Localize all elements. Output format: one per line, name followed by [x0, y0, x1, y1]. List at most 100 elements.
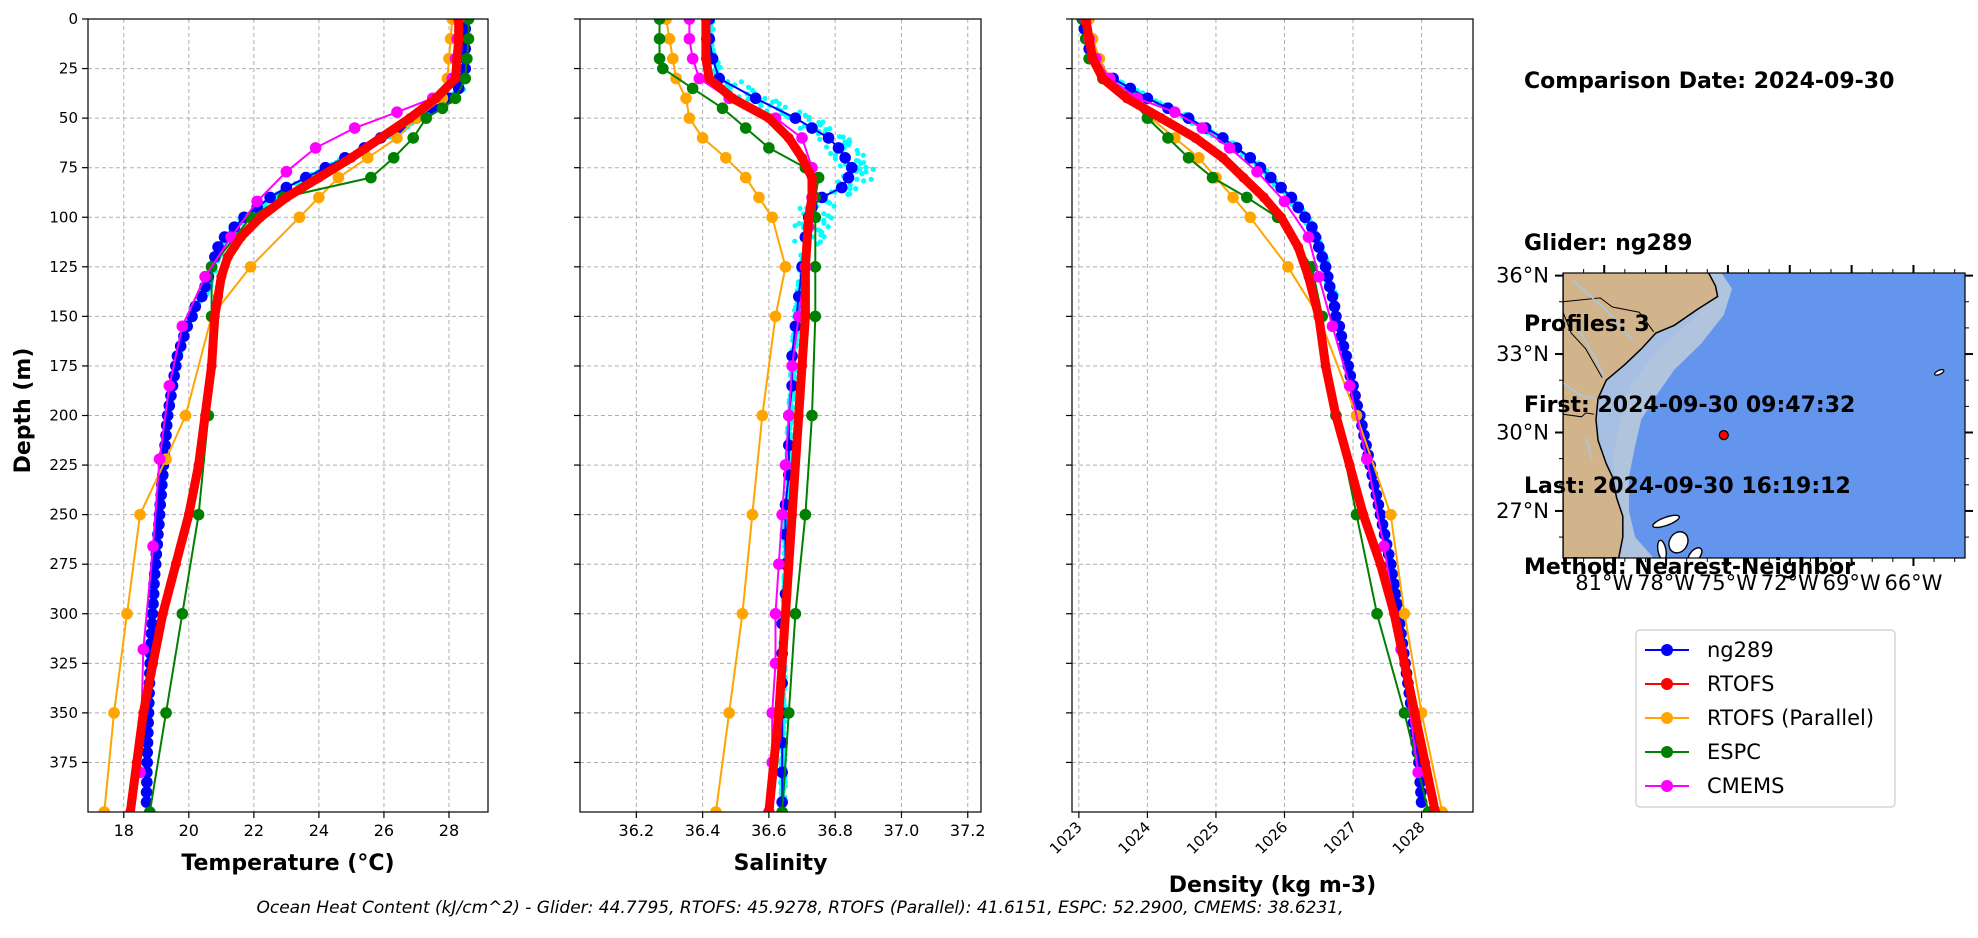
- last-time: Last: 2024-09-30 16:19:12: [1524, 474, 1851, 499]
- point-rtofs-parallel-: [108, 707, 120, 719]
- legend-marker: [1661, 644, 1673, 656]
- point-rtofs: [255, 212, 266, 223]
- glider-raw-point: [796, 220, 802, 227]
- glider-raw-point: [854, 176, 860, 182]
- point-ng289: [822, 132, 835, 144]
- glider-raw-point: [828, 215, 834, 221]
- legend-label: ESPC: [1707, 740, 1761, 764]
- point-espc: [449, 92, 462, 105]
- point-ng289: [161, 409, 174, 422]
- point-rtofs: [1087, 53, 1098, 64]
- point-espc: [799, 508, 812, 521]
- point-rtofs: [235, 232, 246, 243]
- point-ng289: [1337, 340, 1350, 352]
- point-cmems: [1343, 379, 1356, 392]
- glider-raw-point: [837, 163, 843, 169]
- ytick-label: 50: [59, 109, 78, 127]
- point-rtofs-parallel-: [361, 151, 374, 164]
- point-rtofs: [148, 658, 159, 669]
- point-rtofs: [797, 360, 808, 371]
- density-panel: 1023 1024 1025 1026 1027 1028 Density (kg m-3): [1046, 18, 1474, 898]
- point-ng289: [842, 171, 855, 184]
- glider-raw-point: [863, 164, 869, 170]
- glider-raw-point: [746, 84, 752, 90]
- density-xtick-label: 1026: [1252, 818, 1292, 858]
- glider-raw-point: [846, 142, 852, 148]
- point-rtofs: [700, 33, 711, 44]
- point-rtofs-parallel-: [779, 261, 792, 273]
- map-xtick-label: 72°W: [1761, 571, 1819, 595]
- point-rtofs-parallel-: [1398, 607, 1411, 620]
- point-espc: [461, 52, 473, 65]
- point-cmems: [776, 508, 788, 521]
- map-area: [1563, 273, 1965, 558]
- point-ng289: [1312, 241, 1325, 253]
- glider-raw-point: [792, 223, 798, 229]
- point-espc: [653, 33, 666, 45]
- density-xtick-label: 1024: [1114, 818, 1154, 858]
- point-rtofs: [700, 53, 711, 64]
- point-rtofs-parallel-: [1282, 261, 1294, 273]
- point-rtofs: [783, 132, 794, 143]
- point-rtofs: [213, 291, 224, 302]
- point-cmems: [309, 142, 322, 154]
- island-bahamas: [1656, 539, 1667, 558]
- point-ng289: [1299, 211, 1311, 224]
- legend-marker: [1661, 746, 1673, 758]
- point-ng289: [1244, 151, 1257, 164]
- point-rtofs: [1121, 93, 1132, 104]
- state-border: [1563, 297, 1655, 333]
- point-ng289: [1306, 221, 1318, 233]
- glider-raw-point: [821, 234, 827, 240]
- point-ng289: [1316, 251, 1328, 263]
- river: [1563, 382, 1597, 400]
- map-ytick-label: 30°N: [1496, 420, 1549, 444]
- legend-label: CMEMS: [1707, 774, 1785, 798]
- point-ng289: [140, 796, 153, 808]
- point-rtofs: [1238, 172, 1249, 183]
- info-panel: Comparison Date: 2024-09-30 Glider: ng28…: [1524, 14, 1894, 635]
- point-ng289: [147, 598, 159, 610]
- temperature-xtick-label: 24: [309, 821, 329, 840]
- point-cmems: [147, 540, 159, 553]
- point-cmems: [280, 165, 293, 178]
- point-cmems: [1196, 122, 1209, 134]
- point-rtofs: [375, 132, 386, 143]
- point-cmems: [773, 558, 785, 570]
- point-espc: [407, 132, 420, 144]
- point-rtofs: [200, 410, 211, 421]
- point-rtofs: [700, 19, 711, 24]
- point-espc: [143, 806, 156, 812]
- point-ng289: [789, 320, 802, 333]
- point-rtofs: [206, 360, 217, 371]
- point-espc: [462, 19, 475, 25]
- point-rtofs: [1358, 509, 1369, 520]
- point-cmems: [137, 643, 150, 656]
- point-rtofs: [1313, 311, 1324, 322]
- glider-raw-point: [853, 157, 860, 164]
- point-ng289: [140, 786, 153, 798]
- ytick-label: 125: [49, 258, 78, 276]
- salinity-xtick-label: 37.0: [884, 821, 920, 840]
- point-cmems: [1312, 270, 1325, 283]
- point-rtofs: [125, 807, 136, 812]
- point-ng289: [806, 122, 818, 134]
- salinity-xtick-label: 36.6: [751, 821, 787, 840]
- point-rtofs-parallel-: [391, 132, 403, 144]
- point-ng289: [786, 350, 798, 362]
- point-espc: [686, 82, 699, 95]
- point-rtofs: [800, 311, 811, 322]
- point-rtofs: [131, 757, 142, 768]
- point-rtofs: [170, 559, 181, 570]
- point-ng289: [749, 92, 762, 105]
- point-rtofs-parallel-: [736, 607, 749, 620]
- point-cmems: [1360, 453, 1373, 465]
- point-cmems: [1251, 165, 1263, 178]
- point-rtofs: [773, 707, 784, 718]
- density-xtick-label: 1025: [1183, 818, 1223, 858]
- point-rtofs: [763, 807, 774, 812]
- point-rtofs: [1080, 19, 1091, 24]
- ytick-label: 25: [59, 60, 78, 78]
- point-rtofs: [430, 93, 441, 104]
- point-rtofs: [806, 192, 817, 203]
